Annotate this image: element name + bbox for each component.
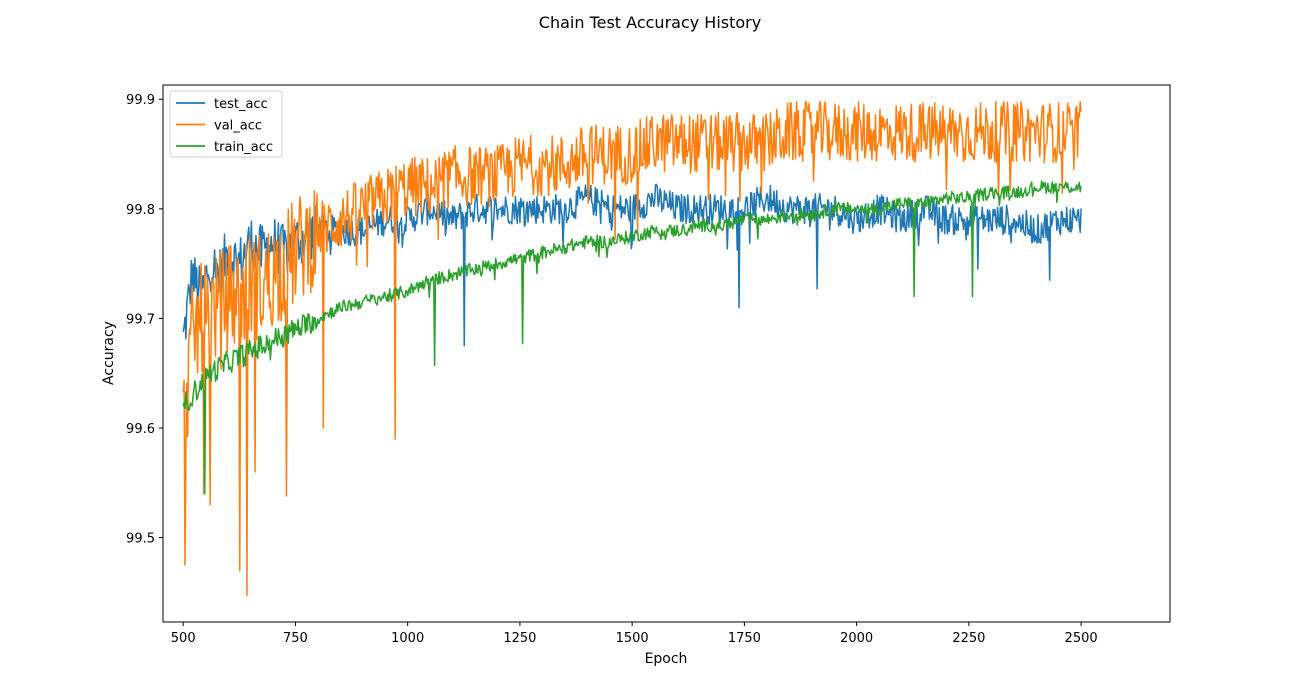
plot-area — [162, 84, 1171, 623]
x-axis-ticks: 500 750 1000 1250 1500 1750 2000 2250 2500 — [171, 622, 1098, 646]
x-tick-label: 2250 — [952, 631, 985, 646]
x-tick-label: 500 — [171, 631, 196, 646]
x-tick-label: 1500 — [616, 631, 649, 646]
y-tick-label: 99.8 — [126, 203, 155, 218]
x-tick-label: 750 — [283, 631, 308, 646]
x-tick-label: 1750 — [728, 631, 761, 646]
legend-label-test-acc: test_acc — [214, 97, 268, 112]
x-tick-label: 1000 — [391, 631, 424, 646]
chart-title: Chain Test Accuracy History — [539, 13, 761, 32]
y-axis-label: Accuracy — [101, 321, 117, 385]
x-tick-label: 2500 — [1065, 631, 1098, 646]
series-line-val-acc — [182, 100, 1082, 597]
series-line-train-acc — [182, 180, 1082, 495]
x-tick-label: 2000 — [840, 631, 873, 646]
legend-box — [169, 90, 283, 158]
y-tick-label: 99.5 — [126, 532, 155, 547]
plot-frame — [162, 84, 1171, 623]
y-axis-ticks: 99.5 99.6 99.7 99.8 99.9 — [126, 93, 163, 547]
series-line-test-acc — [182, 183, 1082, 347]
x-axis-label: Epoch — [645, 651, 688, 667]
y-tick-label: 99.9 — [126, 93, 155, 108]
legend-label-val-acc: val_acc — [214, 119, 262, 134]
y-tick-label: 99.7 — [126, 312, 155, 327]
y-tick-label: 99.6 — [126, 422, 155, 437]
legend-label-train-acc: train_acc — [214, 140, 273, 155]
legend: test_acc val_acc train_acc — [169, 90, 283, 158]
x-tick-label: 1250 — [503, 631, 536, 646]
